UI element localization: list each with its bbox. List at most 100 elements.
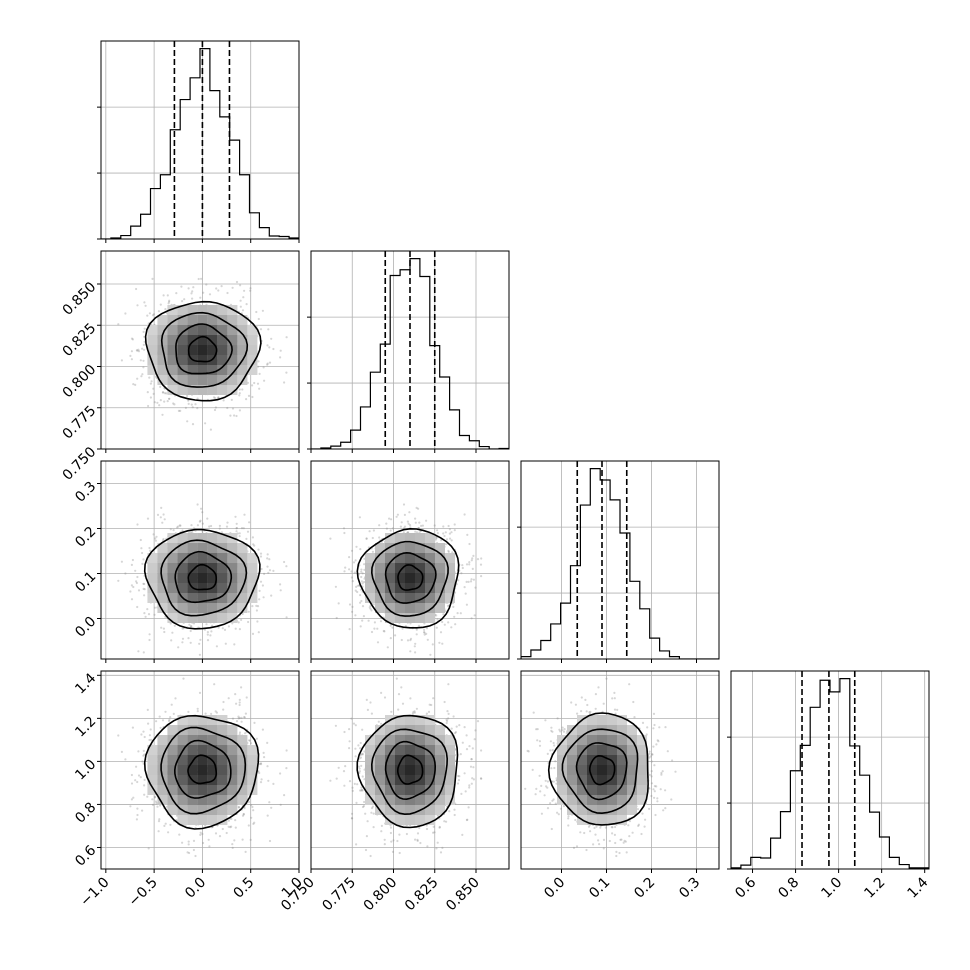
sample-point [196, 397, 199, 400]
sample-point [417, 624, 421, 627]
density-cell [177, 355, 188, 365]
density-cell [227, 553, 238, 563]
sample-point [285, 565, 288, 568]
sample-point [214, 406, 217, 409]
sample-point [146, 517, 150, 520]
sample-point [159, 385, 162, 388]
density-cell [375, 583, 385, 593]
density-cell [167, 573, 178, 583]
density-cell [157, 325, 168, 335]
sample-point [234, 515, 237, 518]
sample-point [206, 631, 209, 634]
sample-point [204, 712, 207, 715]
density-cell [385, 613, 395, 623]
sample-point [235, 522, 238, 525]
sample-point [457, 579, 460, 582]
sample-point [199, 519, 202, 522]
scatter-panel-1-2 [310, 460, 510, 663]
sample-point [181, 637, 185, 640]
sample-point [217, 396, 220, 399]
density-cell [187, 365, 198, 375]
sample-point [235, 414, 238, 418]
density-cell [375, 563, 385, 573]
sample-point [215, 645, 218, 648]
density-cell [207, 533, 218, 543]
density-cell [227, 355, 238, 365]
sample-point [371, 536, 374, 540]
sample-point [435, 614, 438, 617]
sample-point [268, 361, 272, 364]
sample-point [401, 627, 404, 630]
sample-point [148, 376, 151, 379]
sample-point [251, 384, 254, 387]
sample-point [199, 296, 202, 299]
sample-point [241, 309, 245, 312]
sample-point [421, 524, 424, 527]
sample-point [283, 381, 286, 384]
sample-point [414, 651, 417, 654]
sample-point [423, 628, 426, 632]
sample-point [209, 634, 212, 637]
sample-point [379, 620, 383, 623]
sample-point [476, 558, 480, 561]
sample-point [149, 396, 152, 399]
sample-point [355, 585, 358, 589]
sample-point [385, 522, 388, 525]
density-cell [167, 613, 178, 623]
density-cell [445, 593, 455, 603]
sample-point [438, 641, 441, 644]
sample-point [351, 610, 354, 613]
density-cell [237, 593, 248, 603]
sample-point [442, 525, 445, 528]
sample-point [279, 349, 282, 352]
sample-point [177, 646, 180, 649]
sample-point [212, 396, 216, 399]
sample-point [444, 543, 448, 546]
sample-point [156, 513, 160, 517]
sample-point [181, 641, 184, 644]
sample-point [132, 796, 135, 799]
sample-point [143, 612, 146, 615]
density-cell [207, 365, 218, 375]
sample-point [251, 536, 254, 539]
density-cell [167, 355, 178, 365]
sample-point [190, 524, 193, 527]
density-cell [197, 345, 208, 355]
density-cell [237, 543, 248, 553]
density-cell [227, 375, 238, 385]
sample-point [243, 513, 246, 516]
sample-point [218, 524, 221, 528]
sample-point [150, 738, 153, 742]
sample-point [334, 585, 337, 588]
density-cell [375, 553, 385, 563]
sample-point [414, 642, 417, 645]
sample-point [351, 605, 354, 609]
sample-point [160, 506, 163, 509]
sample-point [342, 527, 346, 530]
sample-point [196, 524, 199, 527]
sample-point [181, 627, 184, 630]
sample-point [189, 531, 192, 534]
sample-point [238, 628, 241, 631]
sample-point [257, 360, 260, 363]
sample-point [414, 521, 417, 524]
sample-point [348, 603, 352, 606]
sample-point [468, 542, 471, 546]
sample-point [227, 825, 230, 828]
sample-point [136, 523, 139, 526]
sample-point [153, 613, 156, 616]
sample-point [435, 536, 438, 539]
density-cell [197, 553, 208, 563]
contour-level-3 [356, 527, 460, 629]
density-cell [395, 533, 405, 543]
sample-point [247, 610, 250, 613]
density-cell [167, 385, 178, 395]
sample-point [451, 551, 454, 554]
sample-point [176, 526, 179, 529]
sample-point [130, 598, 134, 601]
density-cell [157, 365, 168, 375]
sample-point [417, 507, 420, 510]
sample-point [444, 531, 447, 534]
density-cell [425, 613, 435, 623]
sample-point [409, 639, 412, 642]
